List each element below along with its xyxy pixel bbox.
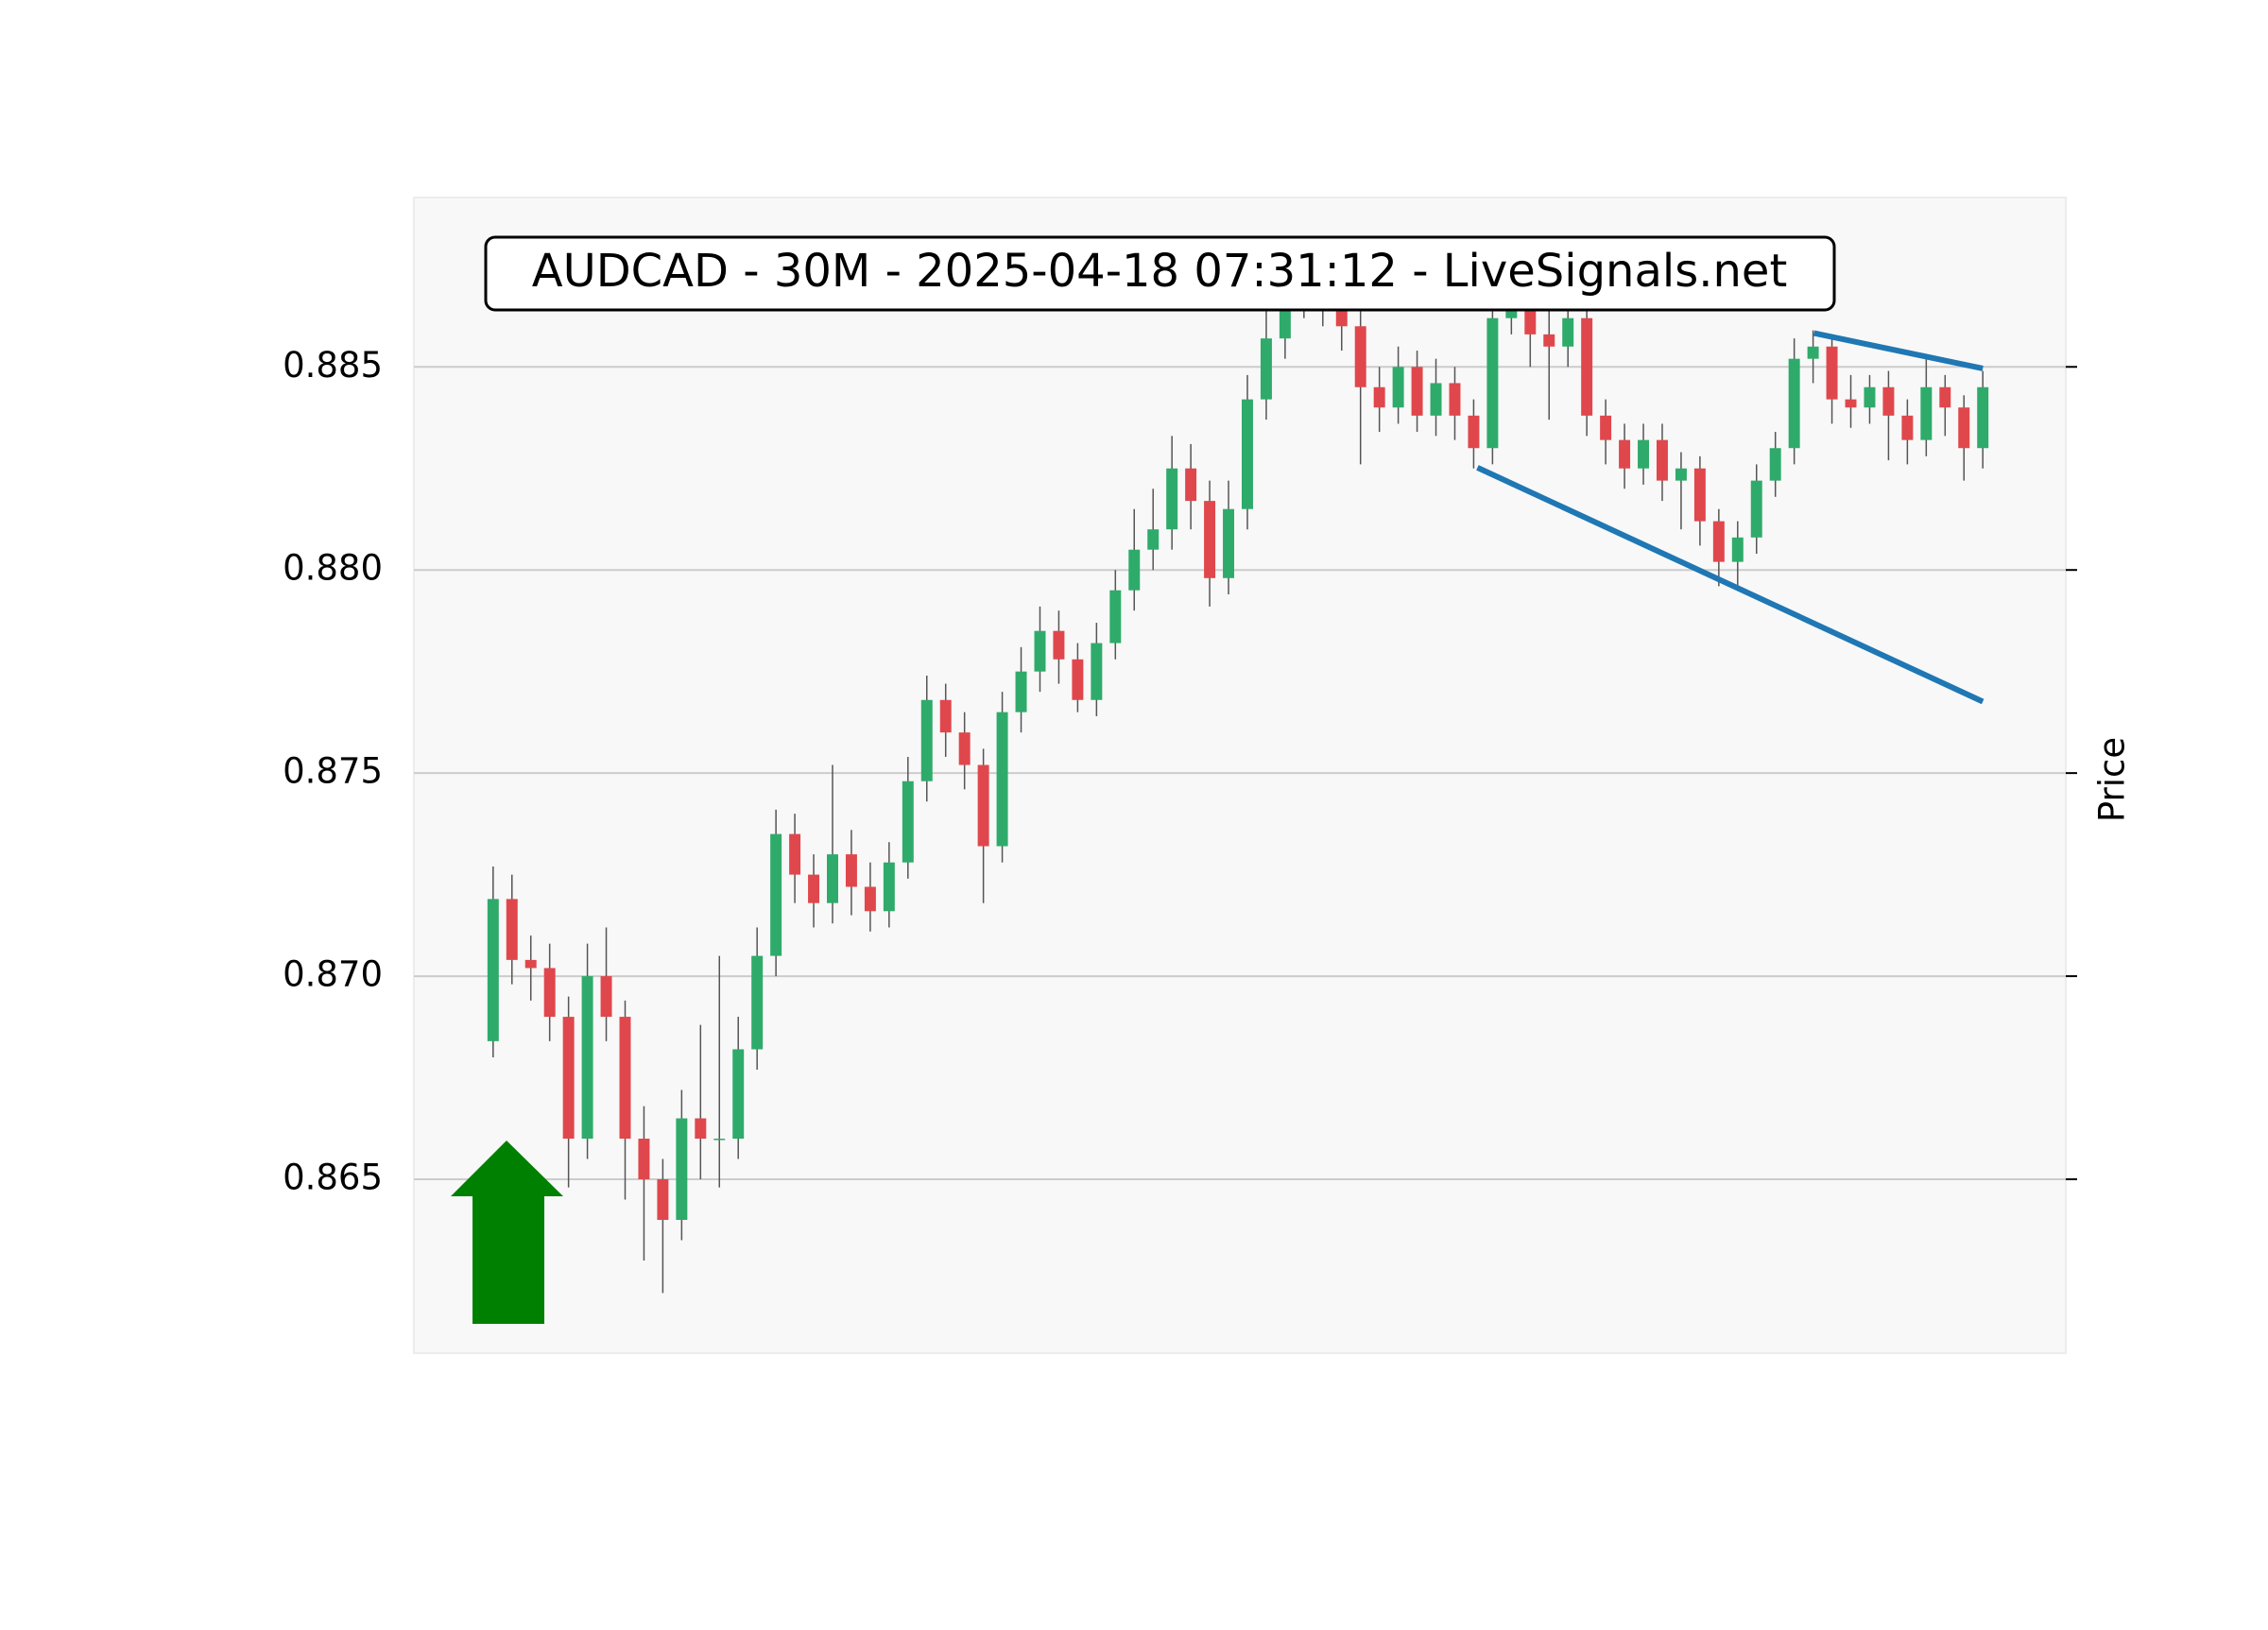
candle-body <box>1335 305 1348 327</box>
candle-body <box>506 899 518 960</box>
candle-body <box>581 976 593 1140</box>
candle-body <box>939 699 952 733</box>
candle-body <box>1449 383 1461 416</box>
candle-body <box>1581 317 1593 416</box>
candle-body <box>1826 346 1838 400</box>
candle-body <box>883 862 895 912</box>
grid: 0.865 0.870 0.875 0.880 0.885 <box>283 345 2077 1198</box>
candle-body <box>1204 501 1216 578</box>
candle-body <box>1845 399 1857 408</box>
candle-body <box>1373 386 1385 408</box>
candle-body <box>1354 326 1366 387</box>
candle-body <box>1958 407 1970 449</box>
candle-body <box>977 764 989 847</box>
candle-body <box>619 1017 631 1140</box>
candle-body <box>695 1118 707 1140</box>
candle-body <box>902 781 914 863</box>
candle-body <box>1864 386 1876 408</box>
buy-arrow <box>451 1141 563 1324</box>
y-tick-label: 0.870 <box>283 954 383 995</box>
candle-body <box>524 959 537 969</box>
candle-body <box>1977 386 1989 449</box>
candle-body <box>1543 334 1555 347</box>
candle-body <box>1750 480 1762 538</box>
candle-body <box>1807 346 1819 359</box>
candle-body <box>1562 317 1574 347</box>
candle-body <box>676 1118 688 1221</box>
candle-body <box>1524 293 1537 335</box>
candle-body <box>1185 468 1197 502</box>
candle-body <box>1015 671 1027 712</box>
candle-body <box>1882 386 1895 416</box>
candle-body <box>1392 367 1404 408</box>
chart-title: AUDCAD - 30M - 2025-04-18 07:31:12 - Liv… <box>532 245 1788 298</box>
candle-body <box>1769 448 1781 481</box>
candle-body <box>1430 383 1442 416</box>
candle-body <box>920 699 933 781</box>
candle-body <box>1920 386 1933 440</box>
y-tick-label: 0.875 <box>283 751 383 792</box>
candle-body <box>845 854 857 887</box>
candle-body <box>1600 415 1612 440</box>
candle-body <box>1279 293 1291 339</box>
candle-body <box>1128 549 1141 591</box>
candle-body <box>1411 367 1423 416</box>
candle-body <box>1034 630 1046 672</box>
candle-body <box>1788 358 1800 449</box>
y-tick-label: 0.885 <box>283 345 383 386</box>
candle-body <box>1147 529 1160 550</box>
candle-body <box>487 899 499 1041</box>
trend-line <box>1476 465 1984 705</box>
candle-body <box>1109 590 1122 643</box>
marks <box>487 261 1989 1294</box>
candle-body <box>996 712 1008 847</box>
candle-body <box>1166 468 1178 530</box>
y-tick-label: 0.880 <box>283 548 383 589</box>
candle-body <box>1939 386 1951 408</box>
candle-body <box>1072 659 1084 700</box>
candle-body <box>1619 439 1631 469</box>
candle-body <box>1091 643 1103 700</box>
candle-body <box>1468 415 1480 449</box>
candle-body <box>789 833 801 875</box>
candle-body <box>1223 508 1235 578</box>
candle-body <box>1731 537 1744 562</box>
candle-body <box>1241 399 1253 509</box>
candle-body <box>1486 317 1499 449</box>
candle-body <box>751 955 764 1050</box>
candle-body <box>600 976 612 1018</box>
y-tick-label: 0.865 <box>283 1158 383 1198</box>
candle-body <box>1693 468 1706 522</box>
title-box <box>484 235 1836 312</box>
candle-body <box>657 1179 669 1221</box>
candle-body <box>543 968 556 1018</box>
candle-body <box>1260 338 1272 400</box>
candle-body <box>770 833 782 956</box>
candle-body <box>864 886 876 912</box>
candle-body <box>808 874 820 903</box>
candle-body <box>562 1017 575 1140</box>
candle-body <box>1656 439 1668 481</box>
y-axis-label: Price <box>2092 737 2133 822</box>
candle-body <box>713 1139 726 1141</box>
candle-body <box>1053 630 1065 660</box>
candle-body <box>732 1049 745 1140</box>
candle-body <box>1675 468 1687 481</box>
candle-body <box>1901 415 1914 440</box>
candle-body <box>958 732 971 765</box>
candle-body <box>638 1139 650 1180</box>
candle-body <box>1638 439 1650 469</box>
candle-body <box>1712 521 1725 562</box>
trend-line <box>1813 330 1984 371</box>
candle-body <box>827 854 838 903</box>
